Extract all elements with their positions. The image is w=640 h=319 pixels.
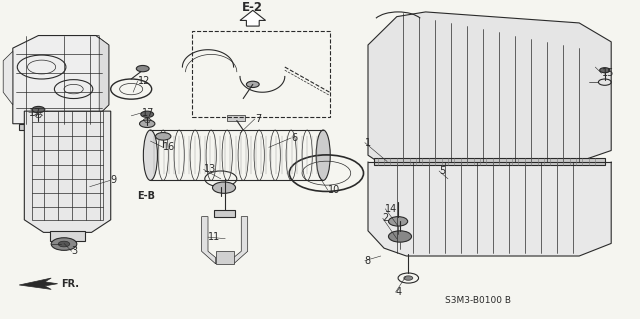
Circle shape [212,182,236,193]
Bar [32,111,103,220]
Text: 2: 2 [383,213,389,223]
Text: 14: 14 [385,204,397,214]
Circle shape [388,217,408,226]
Circle shape [58,241,70,247]
Polygon shape [3,51,13,105]
Text: 16: 16 [163,142,175,152]
Text: 9: 9 [110,175,116,185]
Bar [214,210,235,217]
Polygon shape [234,217,248,264]
Polygon shape [13,35,109,124]
Ellipse shape [316,130,330,181]
Polygon shape [19,124,90,130]
Text: 13: 13 [204,164,216,174]
Text: 17: 17 [29,108,41,118]
Polygon shape [374,158,605,165]
Text: 11: 11 [208,232,220,242]
Polygon shape [368,161,611,256]
Text: 5: 5 [439,166,445,176]
Text: E-2: E-2 [243,1,263,14]
Text: 17: 17 [142,108,154,118]
Polygon shape [202,217,216,264]
Circle shape [136,65,149,72]
Text: E-B: E-B [138,191,156,201]
Text: 10: 10 [328,185,340,195]
Circle shape [141,111,154,117]
Text: S3M3-B0100 B: S3M3-B0100 B [445,296,511,305]
Polygon shape [24,111,111,232]
Text: 7: 7 [255,114,261,124]
Circle shape [51,238,77,250]
Text: 15: 15 [602,68,614,78]
Text: 4: 4 [396,287,402,297]
Polygon shape [19,278,58,289]
Bar [227,115,245,121]
Circle shape [140,120,155,128]
Text: 1: 1 [365,137,371,148]
Circle shape [388,231,412,242]
Text: 3: 3 [72,246,78,256]
Circle shape [600,68,610,73]
Text: 8: 8 [365,256,371,266]
Text: 6: 6 [291,133,298,143]
Polygon shape [96,35,109,117]
Polygon shape [240,10,266,26]
Bar [192,31,330,117]
Circle shape [246,81,259,87]
Text: 12: 12 [138,76,150,86]
Circle shape [404,276,413,280]
Circle shape [156,133,171,140]
Circle shape [32,107,45,113]
Ellipse shape [143,130,157,181]
Bar [50,231,85,241]
Polygon shape [368,12,611,165]
Text: FR.: FR. [61,279,79,289]
Bar [216,251,234,264]
